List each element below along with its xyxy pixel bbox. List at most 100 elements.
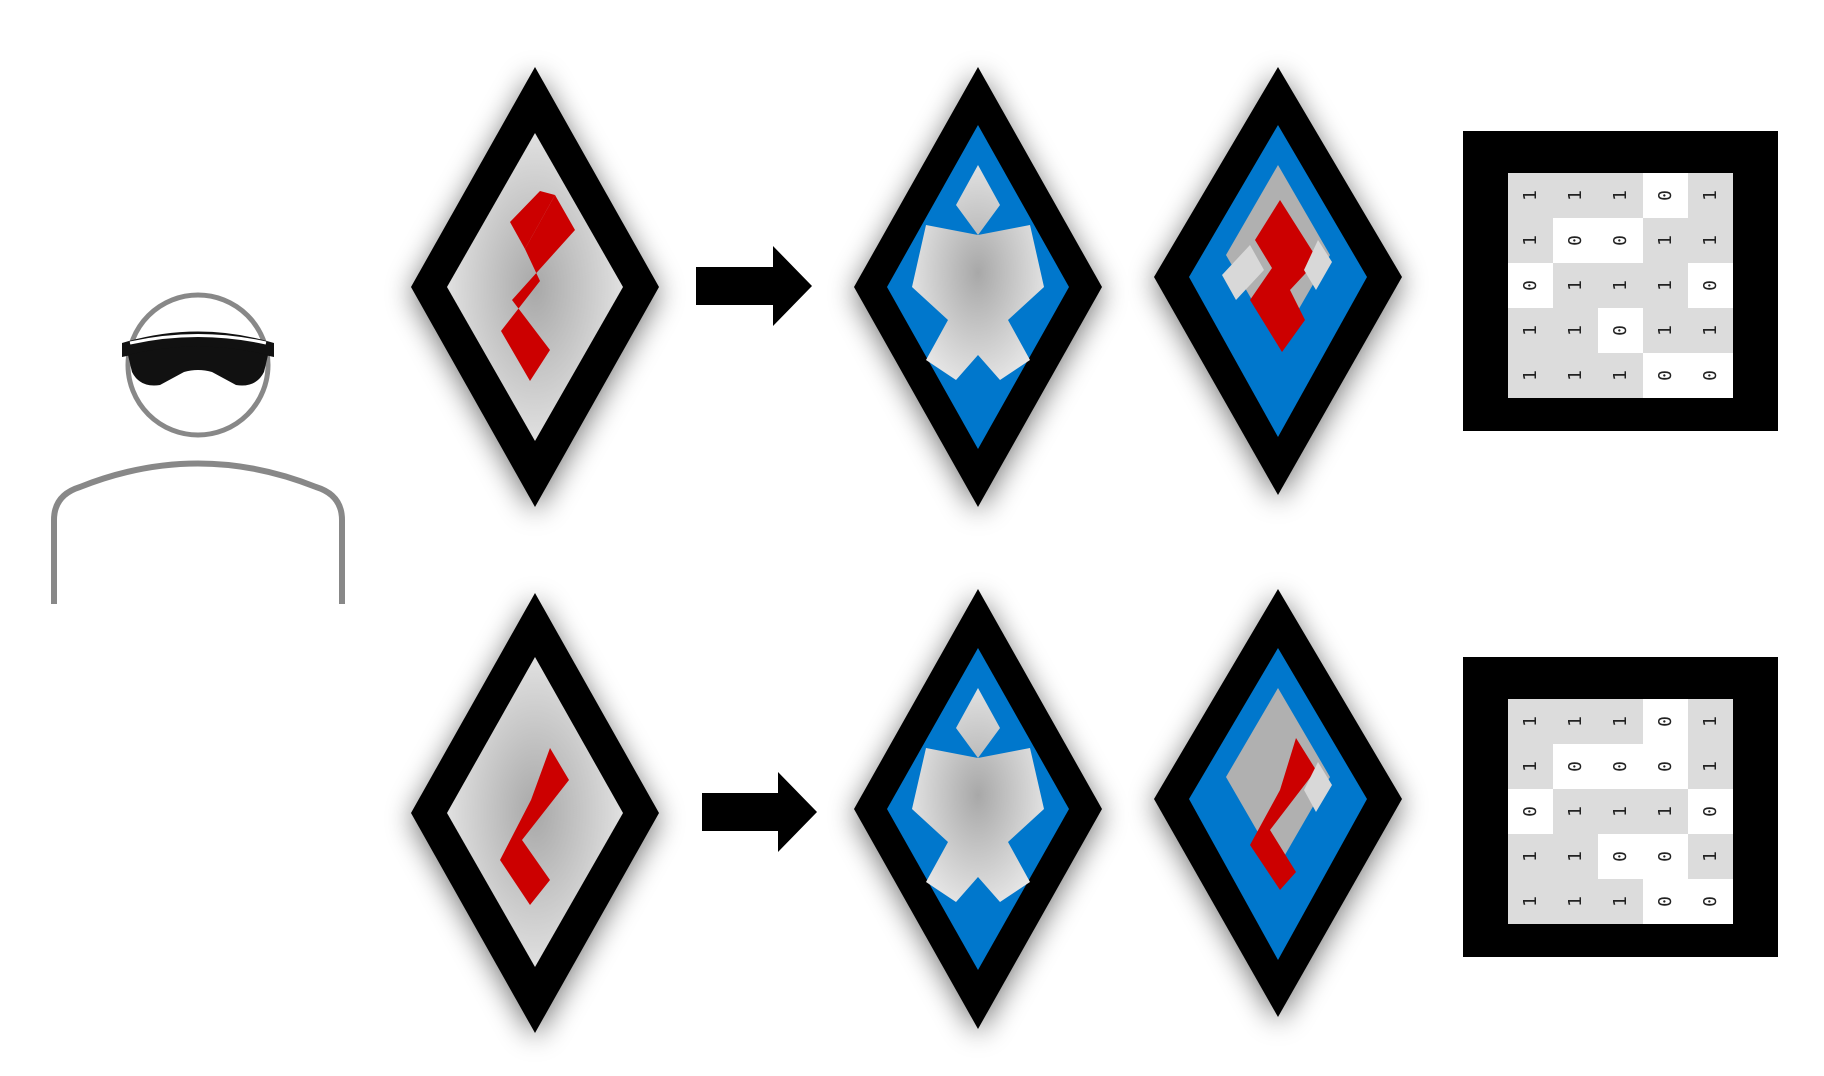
matrix-cell-value: 1 bbox=[1520, 716, 1541, 727]
matrix-cell bbox=[1508, 834, 1553, 879]
matrix-cell-value: 1 bbox=[1610, 280, 1631, 291]
matrix-cell-value: 1 bbox=[1610, 190, 1631, 201]
marker-overlay-row2 bbox=[1154, 589, 1402, 1017]
matrix-cell-value: 1 bbox=[1520, 190, 1541, 201]
matrix-cell-value: 0 bbox=[1565, 761, 1586, 772]
matrix-cell-value: 1 bbox=[1520, 370, 1541, 381]
matrix-cell-value: 1 bbox=[1520, 761, 1541, 772]
matrix-cell bbox=[1598, 789, 1643, 834]
matrix-cell bbox=[1508, 218, 1553, 263]
matrix-cell-value: 1 bbox=[1520, 851, 1541, 862]
matrix-cell bbox=[1643, 218, 1688, 263]
marker-original-row2 bbox=[411, 593, 659, 1033]
matrix-cell-value: 1 bbox=[1610, 806, 1631, 817]
matrix-cell bbox=[1688, 744, 1733, 789]
matrix-cell bbox=[1688, 834, 1733, 879]
person-with-headset-icon bbox=[51, 292, 345, 604]
matrix-cell-value: 1 bbox=[1655, 806, 1676, 817]
matrix-cell-value: 1 bbox=[1700, 325, 1721, 336]
matrix-cell bbox=[1643, 834, 1688, 879]
matrix-cell bbox=[1688, 263, 1733, 308]
matrix-cell bbox=[1553, 173, 1598, 218]
matrix-cell bbox=[1553, 308, 1598, 353]
matrix-cell-value: 0 bbox=[1610, 851, 1631, 862]
matrix-cell bbox=[1553, 353, 1598, 398]
matrix-cell bbox=[1508, 263, 1553, 308]
matrix-cell-value: 0 bbox=[1655, 716, 1676, 727]
matrix-cell-value: 0 bbox=[1655, 761, 1676, 772]
matrix-cell-value: 0 bbox=[1700, 806, 1721, 817]
matrix-cell-value: 0 bbox=[1655, 896, 1676, 907]
matrix-cell bbox=[1643, 308, 1688, 353]
matrix-cell-value: 1 bbox=[1700, 761, 1721, 772]
matrix-cell-value: 1 bbox=[1565, 370, 1586, 381]
matrix-cell-value: 0 bbox=[1610, 761, 1631, 772]
matrix-cell-value: 1 bbox=[1655, 235, 1676, 246]
marker-original-row1 bbox=[411, 67, 659, 507]
matrix-cell-value: 1 bbox=[1565, 280, 1586, 291]
matrix-cell bbox=[1643, 173, 1688, 218]
matrix-cell-value: 1 bbox=[1610, 370, 1631, 381]
matrix-cell bbox=[1553, 834, 1598, 879]
matrix-cell-value: 1 bbox=[1700, 235, 1721, 246]
matrix-cell-value: 1 bbox=[1610, 716, 1631, 727]
matrix-cell-value: 0 bbox=[1700, 896, 1721, 907]
matrix-cell bbox=[1508, 308, 1553, 353]
matrix-cell bbox=[1598, 263, 1643, 308]
matrix-cell bbox=[1598, 218, 1643, 263]
matrix-cell-value: 1 bbox=[1700, 716, 1721, 727]
matrix-cell bbox=[1508, 353, 1553, 398]
matrix-cell bbox=[1688, 308, 1733, 353]
matrix-cell-value: 1 bbox=[1565, 896, 1586, 907]
matrix-cell bbox=[1643, 263, 1688, 308]
matrix-cell-value: 0 bbox=[1655, 851, 1676, 862]
matrix-cell bbox=[1688, 789, 1733, 834]
matrix-cell bbox=[1688, 879, 1733, 924]
binary-matrix-row1: 1 1 1 0 1 1 0 0 1 1 0 1 1 1 0 1 1 0 1 1 1 1 1 0 0 bbox=[1463, 131, 1778, 431]
matrix-cell bbox=[1598, 699, 1643, 744]
matrix-cell bbox=[1598, 308, 1643, 353]
matrix-cell bbox=[1553, 789, 1598, 834]
matrix-cell bbox=[1553, 218, 1598, 263]
marker-pattern-row1 bbox=[854, 67, 1102, 507]
matrix-cell bbox=[1643, 353, 1688, 398]
matrix-cell bbox=[1553, 263, 1598, 308]
matrix-cell-value: 1 bbox=[1520, 235, 1541, 246]
matrix-cell-value: 1 bbox=[1565, 716, 1586, 727]
matrix-cell-value: 1 bbox=[1565, 190, 1586, 201]
matrix-cell bbox=[1598, 834, 1643, 879]
binary-matrix-row2: 1 1 1 0 1 1 0 0 0 1 0 1 1 1 0 1 1 0 0 1 1 1 1 0 0 bbox=[1463, 657, 1778, 957]
matrix-cell bbox=[1643, 879, 1688, 924]
matrix-cell-value: 0 bbox=[1520, 806, 1541, 817]
matrix-cell-value: 0 bbox=[1520, 280, 1541, 291]
matrix-cell-value: 1 bbox=[1610, 896, 1631, 907]
matrix-cell-value: 0 bbox=[1700, 280, 1721, 291]
matrix-cell-value: 0 bbox=[1700, 370, 1721, 381]
matrix-cell bbox=[1553, 744, 1598, 789]
matrix-cell-value: 1 bbox=[1565, 806, 1586, 817]
matrix-cell bbox=[1508, 173, 1553, 218]
arrow-right-icon bbox=[696, 246, 812, 326]
matrix-cell bbox=[1598, 353, 1643, 398]
matrix-cell bbox=[1553, 699, 1598, 744]
matrix-cell bbox=[1643, 744, 1688, 789]
matrix-cell-value: 0 bbox=[1610, 325, 1631, 336]
matrix-cell-value: 1 bbox=[1700, 851, 1721, 862]
matrix-cell-value: 0 bbox=[1610, 235, 1631, 246]
matrix-cell bbox=[1508, 744, 1553, 789]
marker-pattern-row2 bbox=[854, 589, 1102, 1029]
matrix-cell bbox=[1508, 789, 1553, 834]
matrix-cell bbox=[1598, 173, 1643, 218]
matrix-cell bbox=[1688, 353, 1733, 398]
matrix-cell-value: 1 bbox=[1655, 325, 1676, 336]
matrix-cell bbox=[1508, 879, 1553, 924]
matrix-cell bbox=[1688, 218, 1733, 263]
matrix-cell-value: 0 bbox=[1655, 370, 1676, 381]
matrix-cell-value: 1 bbox=[1520, 325, 1541, 336]
arrow-right-icon bbox=[702, 772, 817, 852]
matrix-cell bbox=[1688, 699, 1733, 744]
matrix-cell-value: 1 bbox=[1655, 280, 1676, 291]
matrix-cell-value: 1 bbox=[1565, 851, 1586, 862]
matrix-cell bbox=[1598, 744, 1643, 789]
